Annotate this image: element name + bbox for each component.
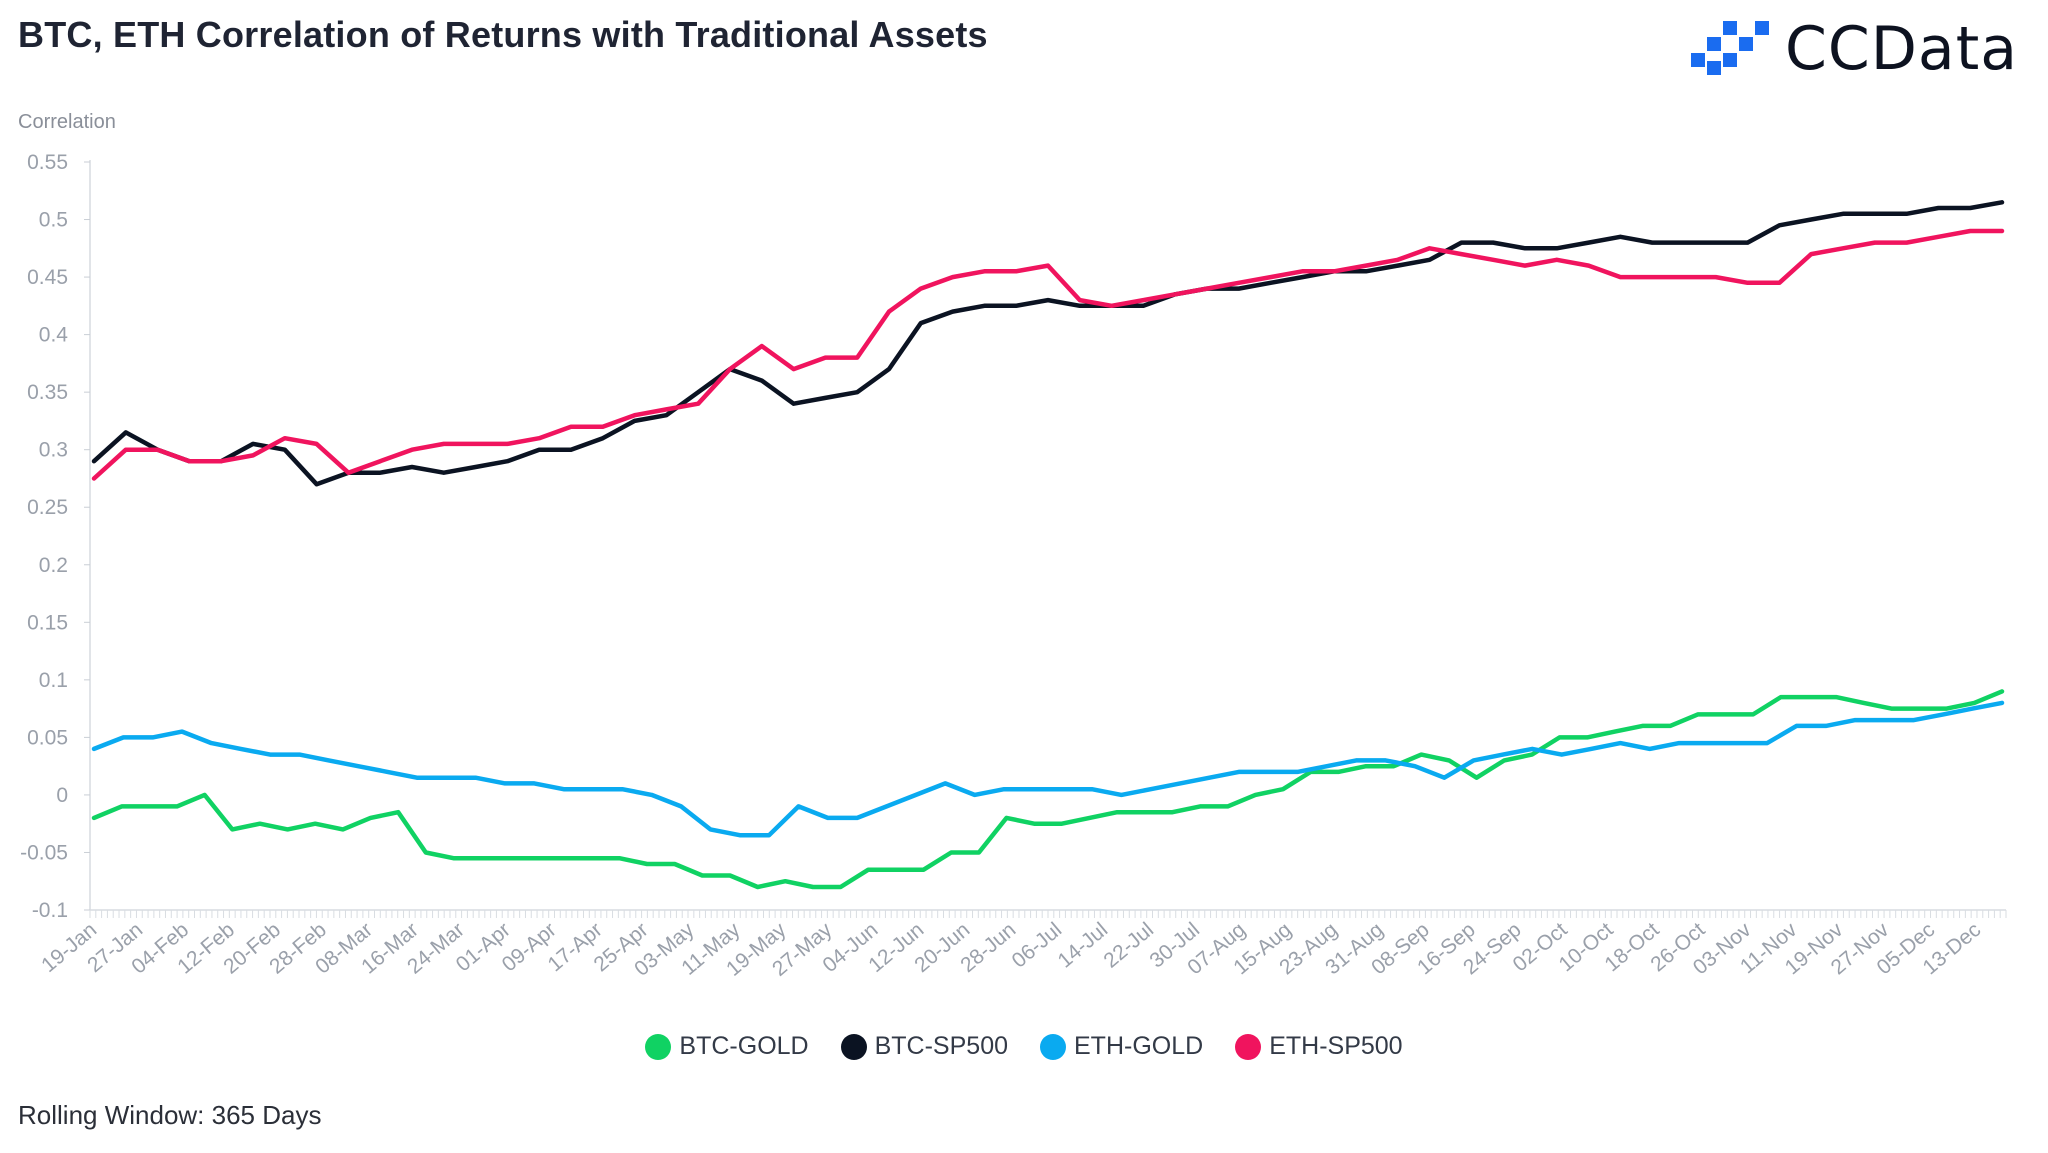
y-tick-label: 0.35 [27, 381, 68, 404]
legend-label: ETH-GOLD [1074, 1032, 1204, 1060]
x-tick-label: 06-Jul [1008, 918, 1067, 972]
y-tick-label: 0.4 [39, 324, 69, 347]
legend-swatch [1235, 1033, 1262, 1060]
chart-legend: BTC-GOLD BTC-SP500 ETH-GOLD ETH-SP500 [0, 1032, 2048, 1061]
y-tick-label: 0.05 [27, 726, 68, 749]
series-line-btc-sp500 [91, 200, 2005, 487]
y-tick-label: -0.05 [20, 841, 68, 864]
legend-label: ETH-SP500 [1269, 1032, 1403, 1060]
legend-item-eth-gold[interactable]: ETH-GOLD [1040, 1032, 1203, 1061]
line-chart: Correlation -0.1 -0.05 0 0.05 0.1 0.15 0.2 0.25 0… [18, 111, 2007, 981]
legend-item-eth-sp500[interactable]: ETH-SP500 [1235, 1032, 1403, 1061]
rolling-window-note: Rolling Window: 365 Days [18, 1100, 322, 1130]
y-tick-label: 0.45 [27, 266, 68, 289]
y-tick-label: 0.3 [39, 439, 68, 462]
legend-swatch [645, 1033, 672, 1060]
series-line-eth-sp500 [91, 228, 2005, 481]
legend-swatch [1040, 1033, 1066, 1060]
y-tick-label: 0.5 [39, 209, 68, 232]
y-tick-label: 0.55 [27, 151, 68, 174]
logo-text: CCData [1784, 14, 2018, 84]
y-tick-label: 0.2 [39, 554, 68, 577]
series-line-btc-gold [91, 689, 2005, 890]
series-line-eth-gold [91, 700, 2005, 838]
y-tick-label: -0.1 [32, 899, 68, 922]
x-tick-label: 22-Jul [1099, 918, 1158, 972]
y-tick-label: 0.15 [27, 611, 68, 634]
legend-label: BTC-GOLD [679, 1032, 809, 1060]
x-tick-label: 14-Jul [1054, 918, 1113, 972]
y-axis-label: Correlation [18, 111, 116, 133]
y-tick-label: 0.1 [39, 669, 68, 692]
legend-swatch [840, 1033, 867, 1060]
chart-title: BTC, ETH Correlation of Returns with Tra… [18, 14, 988, 55]
y-tick-label: 0.25 [27, 496, 68, 519]
legend-item-btc-gold[interactable]: BTC-GOLD [645, 1032, 809, 1061]
ccdata-logo-icon [1690, 21, 1769, 75]
legend-item-btc-sp500[interactable]: BTC-SP500 [840, 1032, 1008, 1061]
y-tick-label: 0 [56, 784, 68, 807]
ccdata-logo: CCData [1689, 14, 2018, 84]
legend-label: BTC-SP500 [874, 1032, 1008, 1060]
